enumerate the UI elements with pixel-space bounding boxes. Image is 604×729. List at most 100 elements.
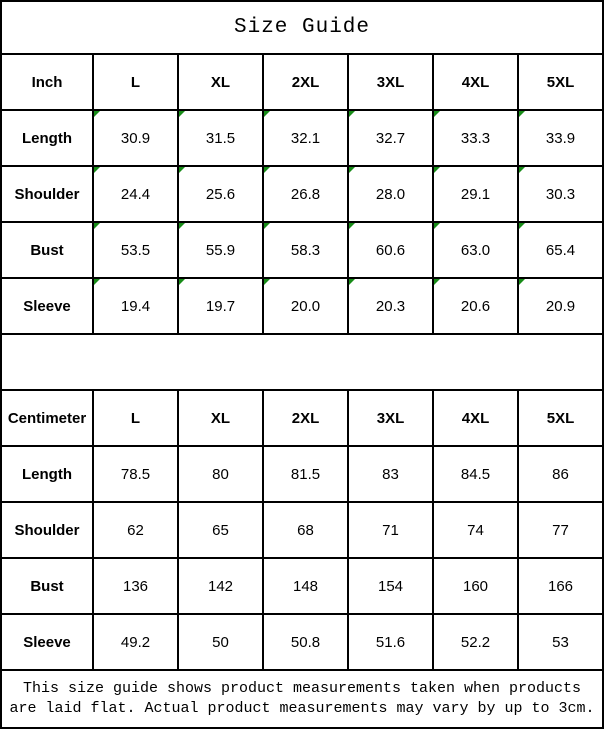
cell-value: 30.3 <box>545 185 576 203</box>
size-header-3xl: 3XL <box>347 53 434 111</box>
cell-value: 52.2 <box>460 633 491 651</box>
measurement-cell: 77 <box>517 501 604 559</box>
measurement-cell: 28.0 <box>347 165 434 223</box>
measurement-cell: 166 <box>517 557 604 615</box>
flag-triangle-icon <box>435 168 440 173</box>
cell-value: 30.9 <box>120 129 151 147</box>
measurement-cell: 55.9 <box>177 221 264 279</box>
flag-triangle-icon <box>180 280 185 285</box>
inch-bust-row: Bust 53.5 55.9 58.3 60.6 63.0 65.4 <box>0 221 604 279</box>
measurement-cell: 58.3 <box>262 221 349 279</box>
measurement-cell: 33.9 <box>517 109 604 167</box>
cell-value: 53.5 <box>120 241 151 259</box>
cell-value: 62 <box>127 521 144 539</box>
spacer-cell <box>0 333 604 391</box>
cell-value: 78.5 <box>120 465 151 483</box>
measurement-cell: 32.7 <box>347 109 434 167</box>
measurement-cell: 32.1 <box>262 109 349 167</box>
cell-value: 65 <box>212 521 229 539</box>
measurement-cell: 50 <box>177 613 264 671</box>
measurement-cell: 136 <box>92 557 179 615</box>
flag-triangle-icon <box>180 112 185 117</box>
cell-value: 26.8 <box>290 185 321 203</box>
cell-value: 24.4 <box>120 185 151 203</box>
measurement-cell: 74 <box>432 501 519 559</box>
cell-value: 50 <box>212 633 229 651</box>
flag-triangle-icon <box>265 168 270 173</box>
cell-value: 81.5 <box>290 465 321 483</box>
size-header-l: L <box>92 53 179 111</box>
cell-value: 80 <box>212 465 229 483</box>
cell-value: 58.3 <box>290 241 321 259</box>
cell-value: 50.8 <box>290 633 321 651</box>
measurement-cell: 52.2 <box>432 613 519 671</box>
size-header-xl: XL <box>177 389 264 447</box>
cm-shoulder-row: Shoulder 62 65 68 71 74 77 <box>0 501 604 559</box>
cell-value: 160 <box>462 577 489 595</box>
cell-value: 84.5 <box>460 465 491 483</box>
measurement-cell: 154 <box>347 557 434 615</box>
flag-triangle-icon <box>435 280 440 285</box>
measurement-cell: 142 <box>177 557 264 615</box>
measurement-cell: 20.9 <box>517 277 604 335</box>
flag-triangle-icon <box>520 280 525 285</box>
size-header-xl: XL <box>177 53 264 111</box>
cell-value: 154 <box>377 577 404 595</box>
measurement-cell: 19.4 <box>92 277 179 335</box>
cell-value: 33.3 <box>460 129 491 147</box>
flag-triangle-icon <box>350 112 355 117</box>
measurement-cell: 62 <box>92 501 179 559</box>
measurement-cell: 30.3 <box>517 165 604 223</box>
cell-value: 19.4 <box>120 297 151 315</box>
cell-value: 29.1 <box>460 185 491 203</box>
cell-value: 32.1 <box>290 129 321 147</box>
measurement-cell: 20.3 <box>347 277 434 335</box>
flag-triangle-icon <box>180 168 185 173</box>
measurement-cell: 81.5 <box>262 445 349 503</box>
measurement-cell: 63.0 <box>432 221 519 279</box>
cm-bust-row: Bust 136 142 148 154 160 166 <box>0 557 604 615</box>
measurement-cell: 160 <box>432 557 519 615</box>
size-header-2xl: 2XL <box>262 389 349 447</box>
cell-value: 71 <box>382 521 399 539</box>
flag-triangle-icon <box>265 224 270 229</box>
cell-value: 142 <box>207 577 234 595</box>
footer-note: This size guide shows product measuremen… <box>0 669 604 729</box>
measurement-cell: 49.2 <box>92 613 179 671</box>
size-header-3xl: 3XL <box>347 389 434 447</box>
row-label-bust: Bust <box>0 221 94 279</box>
cm-sleeve-row: Sleeve 49.2 50 50.8 51.6 52.2 53 <box>0 613 604 671</box>
flag-triangle-icon <box>350 168 355 173</box>
inch-length-row: Length 30.9 31.5 32.1 32.7 33.3 33.9 <box>0 109 604 167</box>
size-header-2xl: 2XL <box>262 53 349 111</box>
footer-row: This size guide shows product measuremen… <box>0 669 604 729</box>
cell-value: 55.9 <box>205 241 236 259</box>
measurement-cell: 24.4 <box>92 165 179 223</box>
cell-value: 28.0 <box>375 185 406 203</box>
measurement-cell: 53 <box>517 613 604 671</box>
measurement-cell: 60.6 <box>347 221 434 279</box>
measurement-cell: 30.9 <box>92 109 179 167</box>
cell-value: 63.0 <box>460 241 491 259</box>
flag-triangle-icon <box>265 112 270 117</box>
measurement-cell: 84.5 <box>432 445 519 503</box>
title-row: Size Guide <box>0 0 604 55</box>
unit-header-inch: Inch <box>0 53 94 111</box>
row-label-length: Length <box>0 109 94 167</box>
flag-triangle-icon <box>520 224 525 229</box>
cell-value: 33.9 <box>545 129 576 147</box>
cell-value: 20.0 <box>290 297 321 315</box>
flag-triangle-icon <box>265 280 270 285</box>
measurement-cell: 33.3 <box>432 109 519 167</box>
measurement-cell: 71 <box>347 501 434 559</box>
measurement-cell: 25.6 <box>177 165 264 223</box>
inch-shoulder-row: Shoulder 24.4 25.6 26.8 28.0 29.1 30.3 <box>0 165 604 223</box>
cell-value: 83 <box>382 465 399 483</box>
row-label-sleeve: Sleeve <box>0 277 94 335</box>
flag-triangle-icon <box>350 280 355 285</box>
row-label-length: Length <box>0 445 94 503</box>
row-label-shoulder: Shoulder <box>0 165 94 223</box>
measurement-cell: 148 <box>262 557 349 615</box>
row-label-shoulder: Shoulder <box>0 501 94 559</box>
